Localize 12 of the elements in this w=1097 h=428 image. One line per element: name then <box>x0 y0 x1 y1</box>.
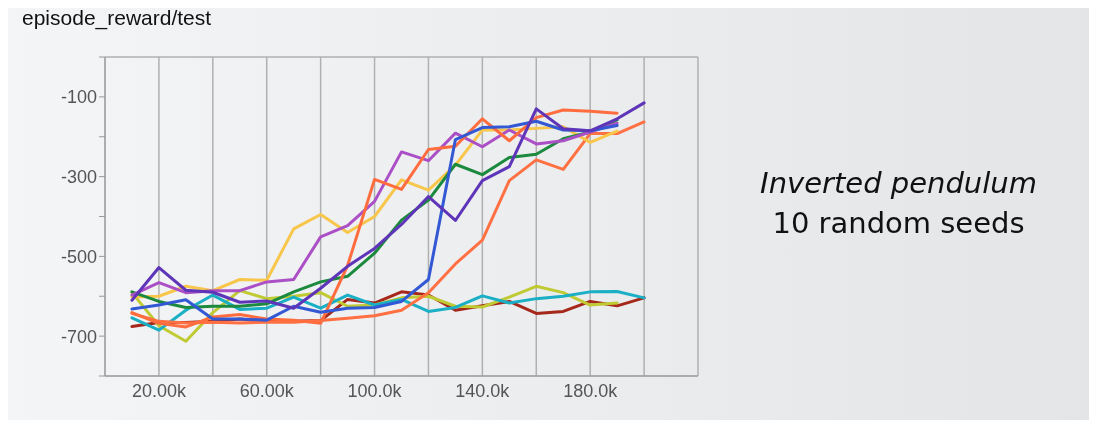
y-tick-label: -300 <box>60 167 97 188</box>
text: Inverted pendulum <box>759 166 1038 200</box>
y-tick-label: -100 <box>60 87 97 108</box>
y-tick-label: -700 <box>60 326 97 347</box>
x-tick-label: 140.0k <box>455 380 511 401</box>
x-tick-label: 20.00k <box>131 380 187 401</box>
x-tick-label: 180.0k <box>563 380 619 401</box>
chart-title: episode_reward/test <box>22 6 212 30</box>
x-tick-label: 60.00k <box>239 380 295 401</box>
x-tick-label: 100.0k <box>347 380 403 401</box>
y-tick-label: -500 <box>60 246 97 267</box>
text: 10 random seeds <box>771 206 1026 240</box>
